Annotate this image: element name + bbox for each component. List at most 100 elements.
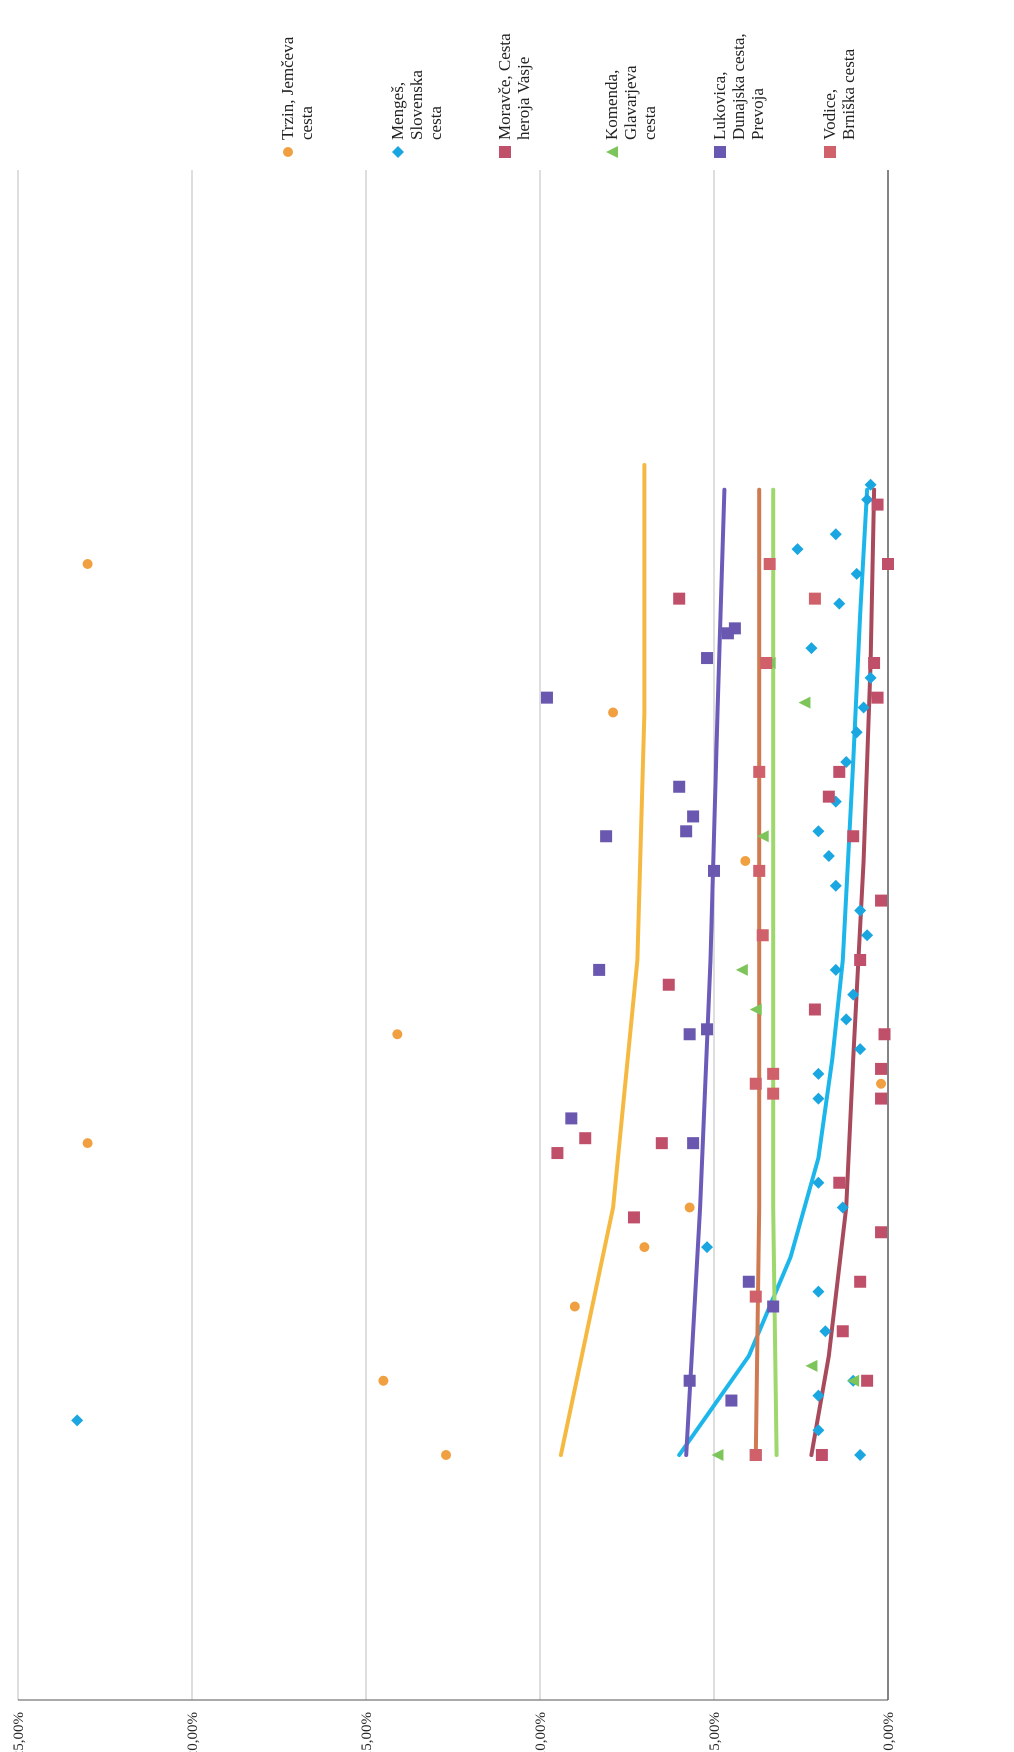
- trendline: [677, 487, 870, 1457]
- data-point: [857, 701, 870, 714]
- data-point: [701, 1241, 714, 1254]
- data-point: [861, 493, 874, 506]
- data-point: [847, 830, 860, 843]
- data-point: [742, 1275, 755, 1288]
- data-point: [606, 146, 618, 158]
- data-point: [767, 1087, 780, 1100]
- data-point: [847, 988, 860, 1001]
- data-point: [812, 1067, 825, 1080]
- trendline: [771, 487, 779, 1457]
- data-point: [850, 567, 863, 580]
- data-point: [71, 1414, 84, 1427]
- legend-label: Glavarjeva: [621, 65, 640, 140]
- data-point: [833, 765, 846, 778]
- data-point: [760, 657, 773, 669]
- data-point: [864, 671, 877, 684]
- data-point: [829, 879, 842, 892]
- data-point: [767, 1067, 780, 1080]
- data-point: [812, 1092, 825, 1105]
- data-points: [71, 478, 894, 1461]
- data-point: [854, 1449, 867, 1461]
- data-point: [840, 1013, 853, 1026]
- legend-label: Brniška cesta: [839, 48, 858, 140]
- data-point: [876, 1078, 887, 1089]
- legend-item-komenda: Komenda, Glavarjeva cesta: [602, 65, 659, 158]
- data-point: [749, 1449, 762, 1461]
- data-point: [812, 1424, 825, 1437]
- legend-label: Trzin, Jemčeva: [278, 36, 297, 140]
- tick-label: 15,00%: [359, 1712, 375, 1752]
- data-point: [749, 1003, 762, 1016]
- data-point: [662, 978, 675, 991]
- data-point: [82, 559, 93, 569]
- tick-label: 10,00%: [533, 1712, 549, 1752]
- data-point: [854, 954, 867, 966]
- data-point: [579, 1132, 592, 1145]
- trendlines: [558, 463, 877, 1457]
- data-point: [871, 691, 884, 704]
- legend-label: Moravče, Cesta: [495, 33, 514, 140]
- data-point: [569, 1301, 580, 1312]
- data-point: [441, 1450, 452, 1460]
- data-point: [875, 1062, 888, 1075]
- tick-label: 5,00%: [707, 1712, 723, 1751]
- data-point: [808, 592, 821, 605]
- data-point: [833, 1176, 846, 1189]
- data-point: [749, 1290, 762, 1303]
- data-point: [551, 1147, 564, 1160]
- data-point: [600, 830, 613, 843]
- legend-label: Komenda,: [602, 70, 621, 140]
- data-point: [854, 1043, 867, 1056]
- data-point: [753, 765, 766, 778]
- data-point: [819, 1325, 832, 1338]
- data-point: [701, 652, 714, 665]
- data-point: [673, 592, 686, 605]
- data-point: [861, 929, 874, 942]
- tick-label: 20,00%: [185, 1712, 201, 1752]
- legend-label: Prevoja: [748, 88, 767, 140]
- data-point: [836, 1325, 849, 1338]
- data-point: [791, 543, 804, 556]
- legend-item-vodice: Vodice, Brniška cesta: [820, 48, 858, 158]
- data-point: [815, 1449, 828, 1461]
- data-point: [673, 780, 686, 793]
- data-point: [725, 1394, 738, 1407]
- trendline: [558, 463, 647, 1457]
- data-point: [283, 147, 293, 157]
- data-point: [392, 146, 404, 158]
- data-point: [711, 1449, 724, 1461]
- data-point: [854, 904, 867, 917]
- legend-label: Dunajska cesta,: [729, 33, 748, 140]
- data-point: [735, 963, 748, 976]
- data-point: [767, 1300, 780, 1313]
- data-point: [868, 657, 881, 669]
- data-point: [878, 1028, 891, 1041]
- data-point: [701, 1023, 714, 1036]
- tick-label: 0,00%: [881, 1712, 897, 1751]
- data-point: [753, 864, 766, 877]
- data-point: [798, 696, 811, 709]
- data-point: [829, 528, 842, 541]
- data-point: [708, 864, 720, 877]
- legend-label: Vodice,: [820, 89, 839, 140]
- data-point: [687, 1137, 700, 1150]
- data-point: [392, 1029, 403, 1040]
- data-point: [833, 597, 846, 610]
- data-point: [740, 856, 751, 866]
- data-point: [627, 1211, 640, 1224]
- data-point: [683, 1374, 696, 1387]
- legend-item-menges: Mengeš, Slovenska cesta: [388, 70, 445, 158]
- data-point: [850, 726, 863, 739]
- data-point: [756, 830, 769, 843]
- data-point: [812, 825, 825, 838]
- data-point: [882, 558, 894, 570]
- data-point: [805, 1359, 818, 1372]
- data-point: [499, 146, 511, 158]
- data-point: [756, 929, 769, 942]
- data-point: [861, 1374, 874, 1387]
- data-point: [808, 1003, 821, 1016]
- data-point: [822, 850, 835, 863]
- data-point: [680, 825, 693, 838]
- data-point: [875, 1226, 888, 1239]
